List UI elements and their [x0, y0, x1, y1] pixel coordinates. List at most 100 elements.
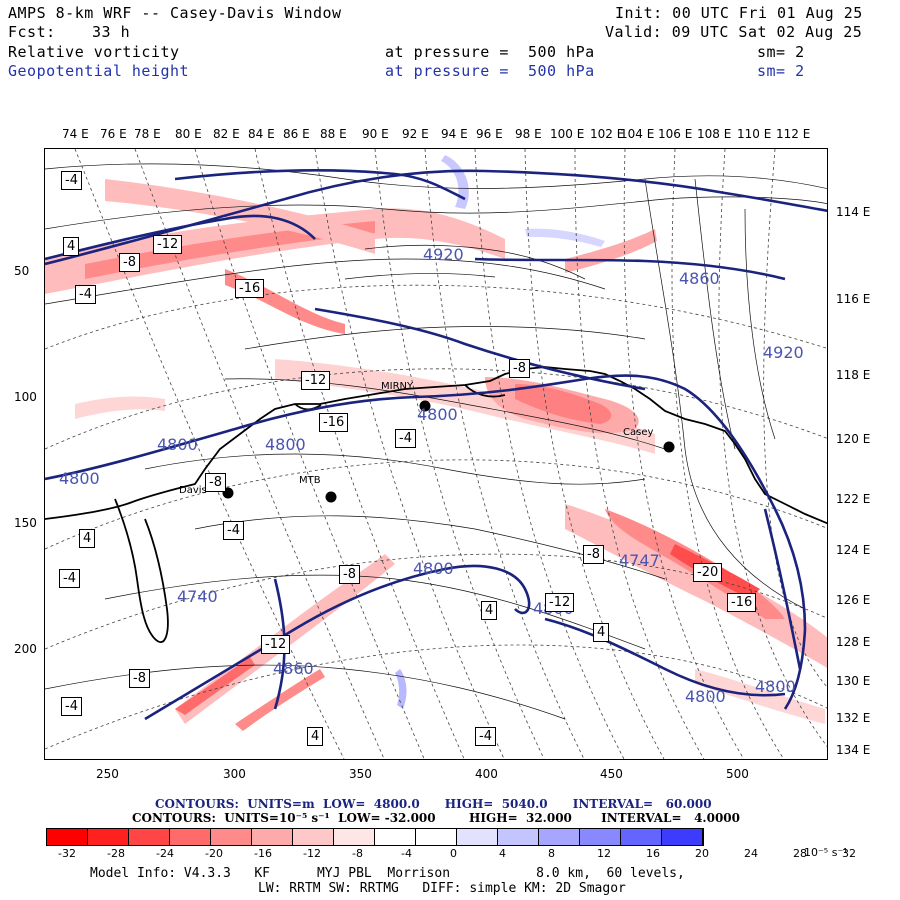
colorbar-swatch — [252, 829, 293, 845]
colorbar-tick-label: 0 — [450, 847, 457, 860]
vorticity-value-box: -16 — [319, 413, 349, 432]
top-longitude-label: 82 E — [213, 127, 240, 141]
colorbar-swatch — [621, 829, 662, 845]
colorbar-swatch — [293, 829, 334, 845]
top-longitude-label: 108 E — [697, 127, 732, 141]
colorbar-swatch — [170, 829, 211, 845]
station-label-casey: Casey — [623, 427, 654, 438]
plot-title: AMPS 8-km WRF -- Casey-Davis Window — [8, 4, 342, 22]
colorbar-tick-label: 32 — [842, 847, 856, 860]
map-canvas — [45, 149, 827, 759]
field1-name: Relative vorticity — [8, 43, 180, 61]
colorbar-tick-label: -4 — [401, 847, 412, 860]
field1-smoothing: sm= 2 — [757, 43, 805, 61]
colorbar-tick-label: 12 — [597, 847, 611, 860]
x-tick-label: 400 — [475, 767, 498, 781]
vorticity-value-box: 4 — [307, 727, 324, 746]
top-longitude-label: 92 E — [402, 127, 429, 141]
right-longitude-label: 128 E — [836, 635, 871, 649]
x-tick-label: 300 — [223, 767, 246, 781]
height-contour-label: 4920 — [763, 343, 804, 362]
colorbar-tick-label: 20 — [695, 847, 709, 860]
top-longitude-label: 74 E — [62, 127, 89, 141]
top-longitude-label: 80 E — [175, 127, 202, 141]
station-label-davis: Davis — [179, 485, 207, 496]
height-contour-legend: CONTOURS: UNITS=m LOW= 4800.0 HIGH= 5040… — [155, 797, 712, 811]
top-longitude-label: 84 E — [248, 127, 275, 141]
valid-time: Valid: 09 UTC Sat 02 Aug 25 — [605, 23, 863, 41]
top-longitude-label: 88 E — [320, 127, 347, 141]
height-contour-label: 4800 — [265, 435, 306, 454]
vorticity-value-box: -4 — [75, 285, 96, 304]
latlon-grid — [45, 149, 827, 759]
x-tick-label: 350 — [349, 767, 372, 781]
vorticity-value-box: -4 — [61, 697, 82, 716]
top-longitude-label: 112 E — [776, 127, 811, 141]
vorticity-value-box: 4 — [79, 529, 96, 548]
vorticity-value-box: -8 — [129, 669, 150, 688]
right-longitude-label: 124 E — [836, 543, 871, 557]
map-panel: MIRNY Casey Davis MTB 4920 4860 4800 4800 48… — [44, 148, 828, 760]
right-longitude-label: 116 E — [836, 292, 871, 306]
top-longitude-label: 106 E — [658, 127, 693, 141]
vorticity-contour-legend: CONTOURS: UNITS=10⁻⁵ s⁻¹ LOW= -32.000 HI… — [132, 811, 740, 825]
colorbar-tick-label: -16 — [254, 847, 272, 860]
top-longitude-label: 110 E — [737, 127, 772, 141]
y-tick-label: 50 — [14, 264, 30, 278]
vorticity-value-box: 4 — [63, 237, 80, 256]
top-longitude-label: 98 E — [515, 127, 542, 141]
vorticity-value-box: -4 — [59, 569, 80, 588]
colorbar-tick-label: -8 — [352, 847, 363, 860]
height-contour-label: 4800 — [685, 687, 726, 706]
top-longitude-label: 78 E — [134, 127, 161, 141]
vorticity-value-box: -8 — [583, 545, 604, 564]
colorbar-tick-label: -28 — [107, 847, 125, 860]
forecast-label: Fcst: — [8, 23, 56, 41]
colorbar-tick-label: 8 — [548, 847, 555, 860]
vorticity-value-box: -4 — [223, 521, 244, 540]
colorbar-swatch — [457, 829, 498, 845]
height-contour-label: 4800 — [157, 435, 198, 454]
height-contour-label: 4800 — [755, 677, 796, 696]
right-longitude-label: 126 E — [836, 593, 871, 607]
x-tick-label: 500 — [726, 767, 749, 781]
vorticity-value-box: -20 — [693, 563, 723, 582]
low-center-label-1: 4747 — [619, 551, 660, 570]
mirny-station-marker — [419, 400, 431, 412]
vorticity-value-box: -8 — [119, 253, 140, 272]
vorticity-shading — [45, 155, 827, 731]
vorticity-colorbar — [46, 828, 704, 846]
x-tick-label: 450 — [600, 767, 623, 781]
colorbar-swatch — [580, 829, 621, 845]
colorbar-swatch — [375, 829, 416, 845]
colorbar-swatch — [88, 829, 129, 845]
colorbar-swatch — [47, 829, 88, 845]
low-center-label-2: 4740 — [177, 587, 218, 606]
x-tick-label: 250 — [96, 767, 119, 781]
height-contour-label: 4860 — [273, 659, 314, 678]
height-contour-label: 4800 — [59, 469, 100, 488]
y-tick-label: 200 — [14, 642, 37, 656]
right-longitude-label: 132 E — [836, 711, 871, 725]
right-longitude-label: 114 E — [836, 205, 871, 219]
colorbar-tick-label: 16 — [646, 847, 660, 860]
top-longitude-label: 100 E — [550, 127, 585, 141]
vorticity-value-box: -16 — [727, 593, 757, 612]
vorticity-value-box: -4 — [395, 429, 416, 448]
y-tick-label: 150 — [14, 516, 37, 530]
height-contour-label: 4800 — [413, 559, 454, 578]
right-longitude-label: 118 E — [836, 368, 871, 382]
field1-pressure: at pressure = 500 hPa — [385, 43, 595, 61]
station-markers — [222, 400, 675, 503]
vorticity-value-box: -8 — [339, 565, 360, 584]
colorbar-tick-label: -24 — [156, 847, 174, 860]
colorbar-tick-label: -12 — [303, 847, 321, 860]
vorticity-value-box: -16 — [235, 279, 265, 298]
colorbar-tick-label: -20 — [205, 847, 223, 860]
colorbar-swatch — [129, 829, 170, 845]
forecast-hours: 33 h — [92, 23, 131, 41]
vorticity-value-box: -12 — [545, 593, 575, 612]
top-longitude-label: 102 E — [590, 127, 625, 141]
vorticity-value-box: -12 — [261, 635, 291, 654]
right-longitude-label: 120 E — [836, 432, 871, 446]
